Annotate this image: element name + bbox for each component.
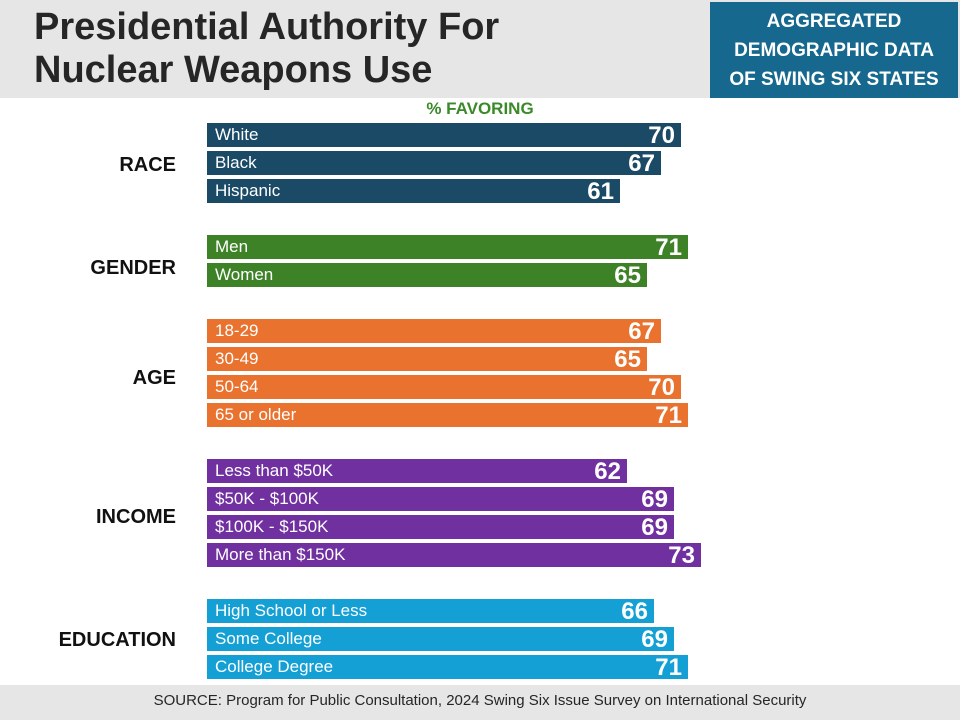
bar-age-2: 50-64 70 — [207, 374, 681, 401]
bar-income-2: $100K - $150K 69 — [207, 514, 674, 541]
bar-value-label: 71 — [655, 402, 682, 429]
bar-label: High School or Less — [215, 601, 368, 620]
bar-label: Women — [215, 265, 274, 284]
bar-label: More than $150K — [215, 545, 346, 564]
bar-label: 50-64 — [215, 377, 259, 396]
bar-label: Men — [215, 237, 249, 256]
chart-subtitle: % FAVORING — [426, 99, 534, 118]
bar-value-label: 67 — [628, 318, 655, 345]
bar-value-label: 66 — [621, 598, 648, 625]
bar-gender-0: Men 71 — [207, 234, 688, 261]
group-label-age: AGE — [132, 367, 176, 389]
footer-band — [0, 685, 960, 720]
bar-label: 65 or older — [215, 405, 297, 424]
bar-label: 30-49 — [215, 349, 259, 368]
bar-value-label: 61 — [587, 178, 614, 205]
bar-race-0: White 70 — [207, 122, 681, 149]
bar-age-0: 18-29 67 — [207, 318, 661, 345]
bar-value-label: 67 — [628, 150, 655, 177]
bar-value-label: 71 — [655, 654, 682, 681]
bar-income-0: Less than $50K 62 — [207, 458, 627, 485]
bar-label: Hispanic — [215, 181, 281, 200]
bar-value-label: 73 — [668, 542, 695, 569]
bar-label: Black — [215, 153, 257, 172]
bar-education-1: Some College 69 — [207, 626, 674, 653]
bar-value-label: 69 — [641, 486, 668, 513]
bar-income-3: More than $150K 73 — [207, 542, 701, 569]
group-label-race: RACE — [119, 154, 176, 176]
bar-value-label: 69 — [641, 626, 668, 653]
group-label-gender: GENDER — [90, 257, 176, 279]
bar-value-label: 70 — [648, 122, 675, 149]
bar-education-0: High School or Less 66 — [207, 598, 654, 625]
page-title: Presidential Authority For Nuclear Weapo… — [34, 6, 500, 91]
bar-gender-1: Women 65 — [207, 262, 647, 289]
bar-education-2: College Degree 71 — [207, 654, 688, 681]
bar-race-1: Black 67 — [207, 150, 661, 177]
source-note: SOURCE: Program for Public Consultation,… — [153, 692, 807, 709]
bar-label: $50K - $100K — [215, 489, 319, 508]
bar-value-label: 69 — [641, 514, 668, 541]
bar-age-3: 65 or older 71 — [207, 402, 688, 429]
bar-age-1: 30-49 65 — [207, 346, 647, 373]
bar-label: College Degree — [215, 657, 334, 676]
bar-value-label: 70 — [648, 374, 675, 401]
bar-label: 18-29 — [215, 321, 259, 340]
bar-value-label: 65 — [614, 262, 641, 289]
bar-race-2: Hispanic 61 — [207, 178, 620, 205]
group-label-income: INCOME — [96, 506, 176, 528]
bar-income-1: $50K - $100K 69 — [207, 486, 674, 513]
bar-value-label: 62 — [594, 458, 621, 485]
bar-label: White — [215, 125, 259, 144]
bar-value-label: 71 — [655, 234, 682, 261]
scope-badge: AGGREGATED DEMOGRAPHIC DATA OF SWING SIX… — [710, 2, 958, 98]
group-label-education: EDUCATION — [58, 629, 176, 651]
bar-label: Some College — [215, 629, 322, 648]
bar-label: $100K - $150K — [215, 517, 329, 536]
bar-value-label: 65 — [614, 346, 641, 373]
bar-label: Less than $50K — [215, 461, 334, 480]
